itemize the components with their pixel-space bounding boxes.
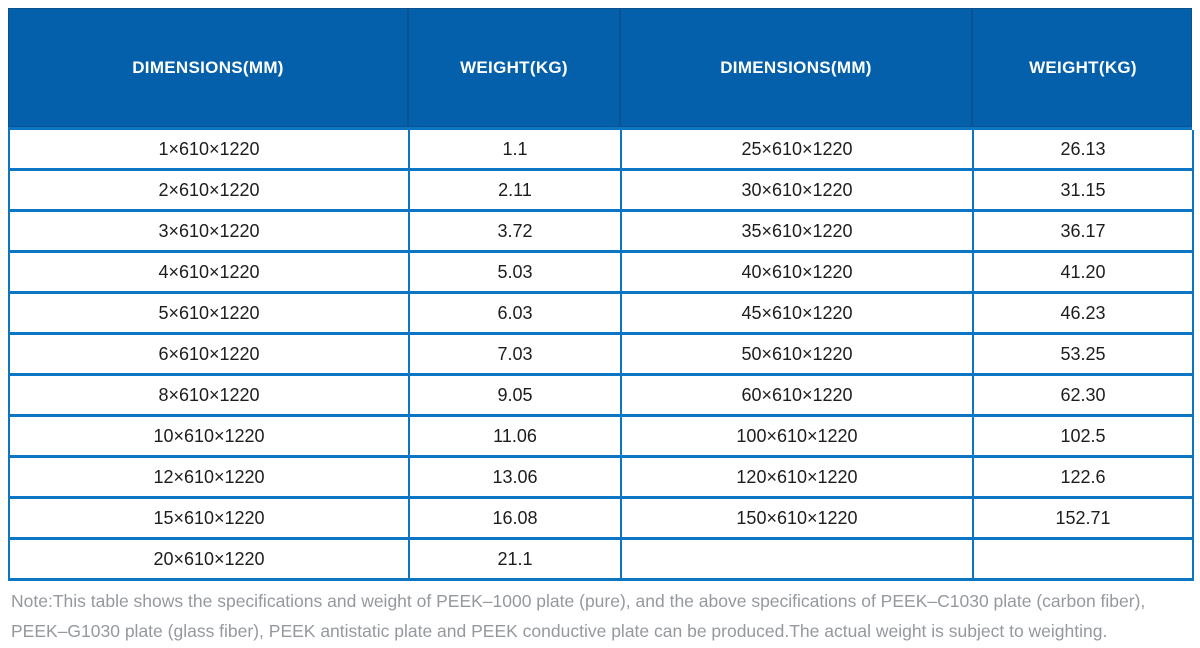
table-cell: 31.15 xyxy=(974,171,1194,212)
table-cell: 50×610×1220 xyxy=(622,335,974,376)
table-cell: 11.06 xyxy=(410,417,622,458)
table-cell: 150×610×1220 xyxy=(622,499,974,540)
table-cell: 15×610×1220 xyxy=(10,499,410,540)
table-cell: 53.25 xyxy=(974,335,1194,376)
table-cell: 45×610×1220 xyxy=(622,294,974,335)
table-cell: 21.1 xyxy=(410,540,622,581)
table-cell: 5.03 xyxy=(410,253,622,294)
table-cell: 36.17 xyxy=(974,212,1194,253)
table-cell xyxy=(622,540,974,581)
table-cell: 152.71 xyxy=(974,499,1194,540)
table-cell: 35×610×1220 xyxy=(622,212,974,253)
table-cell: 1×610×1220 xyxy=(10,130,410,171)
table-cell: 46.23 xyxy=(974,294,1194,335)
table-cell: 2×610×1220 xyxy=(10,171,410,212)
table-cell: 6×610×1220 xyxy=(10,335,410,376)
table-cell: 8×610×1220 xyxy=(10,376,410,417)
table-cell: 3×610×1220 xyxy=(10,212,410,253)
table-cell: 120×610×1220 xyxy=(622,458,974,499)
table-cell: 16.08 xyxy=(410,499,622,540)
table-cell: 7.03 xyxy=(410,335,622,376)
table-cell: 60×610×1220 xyxy=(622,376,974,417)
table-cell: 6.03 xyxy=(410,294,622,335)
table-cell: 2.11 xyxy=(410,171,622,212)
table-cell: 40×610×1220 xyxy=(622,253,974,294)
table-cell: 102.5 xyxy=(974,417,1194,458)
table-note: Note:This table shows the specifications… xyxy=(11,586,1189,646)
note-line-2: PEEK–G1030 plate (glass fiber), PEEK ant… xyxy=(11,621,1108,641)
table-cell: 41.20 xyxy=(974,253,1194,294)
column-header-dimensions-right: DIMENSIONS(MM) xyxy=(621,9,973,126)
table-cell xyxy=(974,540,1194,581)
column-header-dimensions-left: DIMENSIONS(MM) xyxy=(9,9,409,126)
table-cell: 13.06 xyxy=(410,458,622,499)
table-cell: 122.6 xyxy=(974,458,1194,499)
table-cell: 20×610×1220 xyxy=(10,540,410,581)
table-cell: 30×610×1220 xyxy=(622,171,974,212)
table-cell: 9.05 xyxy=(410,376,622,417)
column-header-weight-left: WEIGHT(KG) xyxy=(409,9,621,126)
table-body: 1×610×1220 1.1 25×610×1220 26.13 2×610×1220 2… xyxy=(8,127,1194,581)
table-cell: 3.72 xyxy=(410,212,622,253)
note-line-1: Note:This table shows the specifications… xyxy=(11,591,1146,611)
table-cell: 1.1 xyxy=(410,130,622,171)
table-cell: 4×610×1220 xyxy=(10,253,410,294)
table-cell: 26.13 xyxy=(974,130,1194,171)
table-header-row: DIMENSIONS(MM) WEIGHT(KG) DIMENSIONS(MM)… xyxy=(8,8,1192,127)
table-cell: 25×610×1220 xyxy=(622,130,974,171)
table-cell: 12×610×1220 xyxy=(10,458,410,499)
column-header-weight-right: WEIGHT(KG) xyxy=(1029,57,1137,77)
table-cell: 62.30 xyxy=(974,376,1194,417)
spec-table: DIMENSIONS(MM) WEIGHT(KG) DIMENSIONS(MM)… xyxy=(8,8,1194,581)
table-cell: 5×610×1220 xyxy=(10,294,410,335)
table-cell: 10×610×1220 xyxy=(10,417,410,458)
table-cell: 100×610×1220 xyxy=(622,417,974,458)
